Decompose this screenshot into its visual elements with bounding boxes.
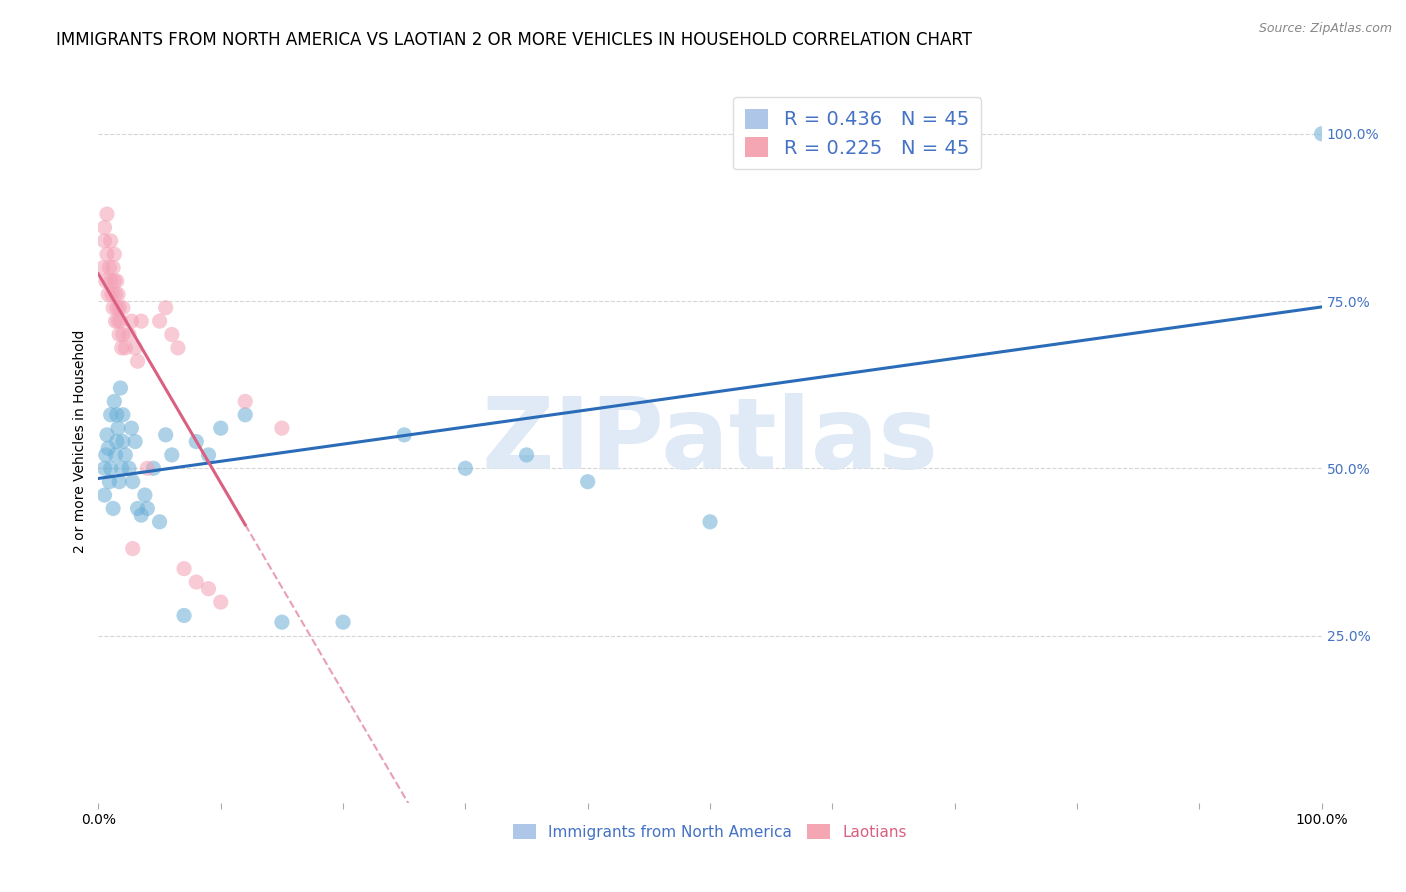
Text: ZIPatlas: ZIPatlas (482, 393, 938, 490)
Point (134, 488, 156, 502)
Point (93, 234, 115, 248)
Point (103, 394, 125, 409)
Legend: Immigrants from North America, Laotians: Immigrants from North America, Laotians (508, 818, 912, 846)
Point (118, 461, 141, 475)
Point (114, 448, 136, 462)
Point (111, 461, 134, 475)
Point (101, 501, 124, 516)
Point (167, 341, 190, 355)
Point (124, 434, 146, 449)
Point (100, 408, 122, 422)
Point (136, 501, 159, 516)
Point (270, 615, 294, 630)
Point (111, 434, 134, 449)
Point (105, 408, 128, 422)
Point (209, 595, 232, 609)
Point (110, 314, 132, 328)
Point (97, 442, 120, 455)
Point (100, 274, 122, 288)
Point (120, 314, 142, 328)
Point (127, 354, 149, 368)
Point (149, 515, 172, 529)
Point (392, 427, 416, 442)
Point (107, 287, 129, 301)
Point (100, 234, 122, 248)
Point (155, 427, 177, 442)
Point (94, 274, 117, 288)
Point (91, 260, 114, 275)
Point (97, 287, 120, 301)
Point (233, 394, 256, 409)
Point (105, 274, 128, 288)
Point (160, 448, 183, 462)
Point (124, 341, 146, 355)
Point (270, 421, 294, 435)
Point (129, 508, 152, 523)
Point (160, 327, 183, 342)
Point (233, 408, 256, 422)
Point (515, 448, 537, 462)
Point (108, 301, 131, 315)
Point (127, 501, 149, 516)
Point (100, 461, 122, 475)
Point (98, 475, 121, 489)
Point (121, 475, 143, 489)
Point (101, 301, 124, 315)
Point (129, 314, 152, 328)
Point (111, 341, 134, 355)
Point (104, 448, 127, 462)
Text: Source: ZipAtlas.com: Source: ZipAtlas.com (1258, 22, 1392, 36)
Point (108, 327, 131, 342)
Point (118, 327, 141, 342)
Point (121, 541, 143, 556)
Point (699, 515, 721, 529)
Point (96, 247, 118, 261)
Point (197, 582, 219, 596)
Point (111, 327, 134, 342)
Point (105, 434, 128, 449)
Point (104, 314, 127, 328)
Point (101, 260, 124, 275)
Point (1310, 127, 1333, 141)
Point (332, 615, 354, 630)
Point (101, 287, 124, 301)
Point (111, 301, 134, 315)
Point (136, 461, 159, 475)
Point (98, 260, 121, 275)
Point (105, 301, 128, 315)
Point (93, 461, 115, 475)
Point (209, 421, 232, 435)
Point (93, 220, 115, 235)
Point (186, 434, 208, 449)
Point (186, 575, 208, 590)
Point (107, 421, 129, 435)
Point (104, 287, 127, 301)
Point (108, 475, 131, 489)
Point (454, 461, 477, 475)
Point (120, 421, 142, 435)
Point (142, 461, 165, 475)
Point (111, 408, 134, 422)
Point (96, 427, 118, 442)
Text: IMMIGRANTS FROM NORTH AMERICA VS LAOTIAN 2 OR MORE VEHICLES IN HOUSEHOLD CORRELA: IMMIGRANTS FROM NORTH AMERICA VS LAOTIAN… (56, 31, 972, 49)
Point (155, 301, 177, 315)
Point (576, 475, 599, 489)
Point (107, 314, 129, 328)
Point (110, 381, 132, 395)
Point (103, 247, 125, 261)
Point (173, 608, 195, 623)
Point (114, 341, 136, 355)
Point (197, 448, 219, 462)
Point (96, 207, 118, 221)
Point (94, 448, 117, 462)
Point (103, 274, 125, 288)
Point (93, 488, 115, 502)
Point (149, 314, 172, 328)
Point (173, 562, 195, 576)
Y-axis label: 2 or more Vehicles in Household: 2 or more Vehicles in Household (73, 330, 87, 553)
